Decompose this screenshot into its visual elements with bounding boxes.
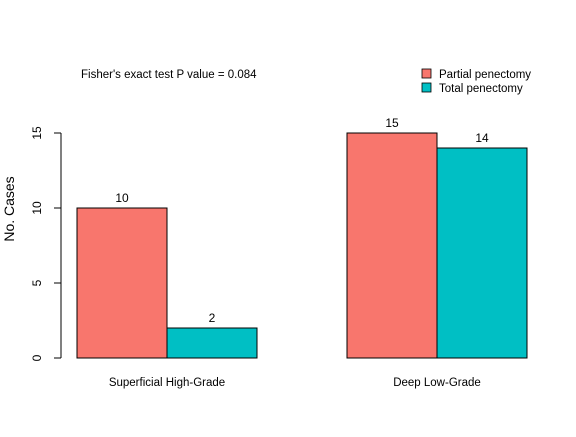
bar-value-label: 10 [115,191,129,205]
x-category-label: Deep Low-Grade [393,377,481,389]
legend-swatch [421,82,432,93]
bars-group [76,132,528,359]
fisher-test-annotation: Fisher's exact test P value = 0.084 [81,69,257,81]
bar-partial-1 [76,207,168,359]
legend-swatch [421,68,432,79]
legend-label: Partial penectomy [439,69,531,81]
legend: Partial penectomy Total penectomy [421,68,531,95]
x-category-label: Superficial High-Grade [109,377,225,389]
y-ticks-group: 0 5 10 15 [30,126,61,361]
bar-value-label: 14 [475,131,489,145]
y-tick-label: 5 [30,279,44,286]
bar-value-label: 2 [209,311,216,325]
legend-label: Total penectomy [439,83,523,95]
y-tick-label: 10 [30,201,44,215]
y-axis-title: No. Cases [1,176,17,241]
y-axis: 0 5 10 15 [30,126,62,361]
bar-labels-group: 10 2 15 14 [115,116,489,325]
x-labels-group: Superficial High-Grade Deep Low-Grade [109,377,481,389]
bar-value-label: 15 [385,116,399,130]
y-tick-label: 15 [30,126,44,140]
y-tick-label: 0 [30,354,44,361]
bar-partial-2 [346,132,438,359]
bar-total-2 [436,147,528,359]
bar-total-1 [166,327,258,359]
